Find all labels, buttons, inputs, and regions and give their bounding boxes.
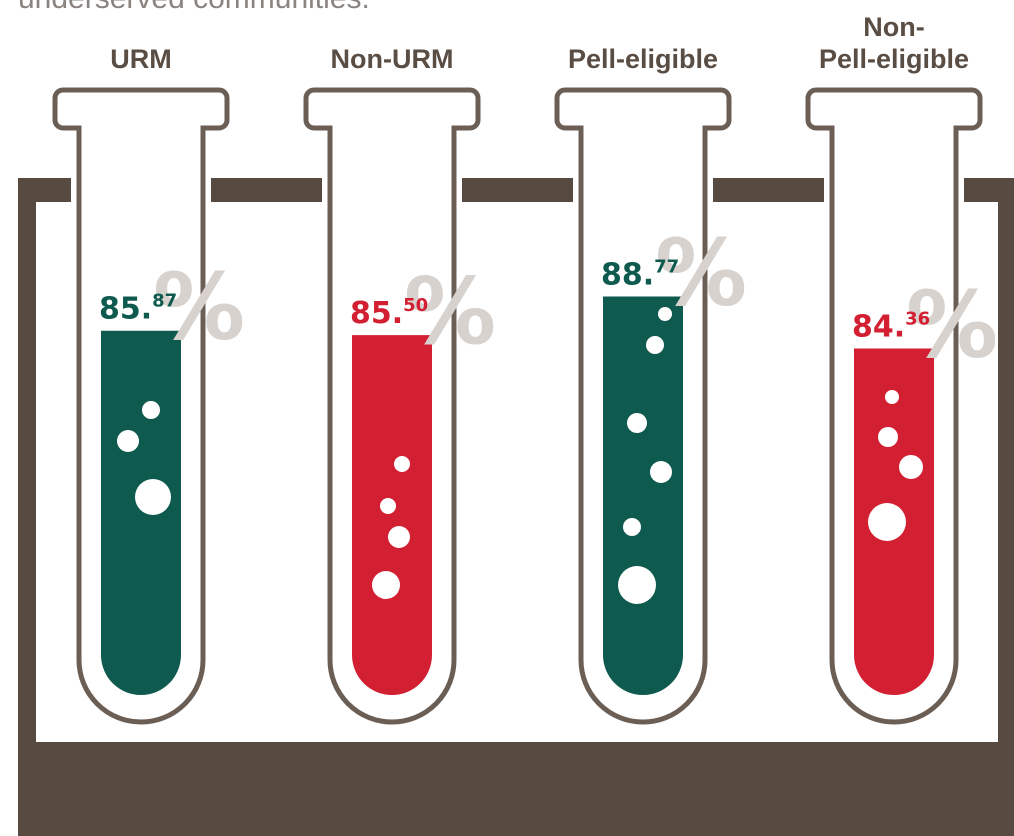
category-label: Non-Pell-eligible	[819, 12, 969, 74]
bubble	[899, 455, 923, 479]
tube-lip	[808, 90, 980, 128]
tube-neck	[835, 125, 954, 133]
tube-lip	[557, 90, 729, 128]
liquid	[352, 335, 432, 695]
bubble	[646, 336, 664, 354]
bubble	[618, 566, 656, 604]
liquid	[101, 331, 181, 695]
bubble	[627, 413, 647, 433]
tube-neck	[584, 125, 703, 133]
category-label: Pell-eligible	[568, 44, 718, 74]
bubble	[878, 427, 898, 447]
rack-base	[18, 742, 1014, 836]
category-label: Non-URM	[331, 44, 454, 74]
bubble	[380, 498, 396, 514]
bubble	[868, 503, 906, 541]
liquid	[603, 297, 683, 695]
category-label: URM	[110, 44, 172, 74]
chart: underserved communities. %85.87URM%85.50…	[0, 0, 1014, 836]
tube-lip	[55, 90, 227, 128]
bubble	[623, 518, 641, 536]
bubble	[117, 430, 139, 452]
bubble	[388, 526, 410, 548]
bubble	[394, 456, 410, 472]
tube-neck	[82, 125, 201, 133]
rack-right	[998, 178, 1014, 778]
tube-lip	[306, 90, 478, 128]
subtitle: underserved communities.	[18, 0, 370, 15]
bubble	[372, 571, 400, 599]
bubble	[135, 479, 171, 515]
tube-neck	[333, 125, 452, 133]
bubble	[650, 461, 672, 483]
bubble	[142, 401, 160, 419]
rack-left	[18, 178, 36, 778]
bubble	[885, 390, 899, 404]
